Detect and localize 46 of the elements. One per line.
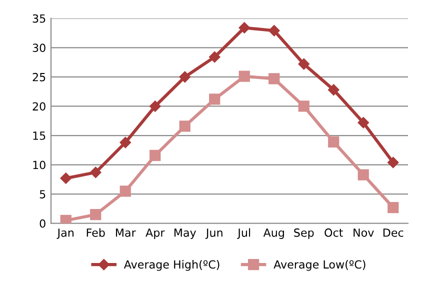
point [328, 84, 340, 96]
y-tick-label: 10 [33, 160, 46, 170]
point [60, 172, 72, 184]
point [209, 51, 220, 63]
point [120, 136, 131, 148]
x-tick-label: Oct [324, 228, 343, 237]
y-tick-label: 5 [40, 190, 46, 198]
y-tick-label: 25 [32, 72, 46, 82]
y-tick-label: 15 [33, 132, 46, 140]
x-tick-label: Jun [205, 228, 222, 239]
point [238, 22, 250, 34]
x-tick-label: Jul [237, 228, 250, 239]
x-tick-label: Feb [86, 228, 105, 237]
point [388, 156, 399, 168]
x-tick-label: Sep [294, 228, 314, 239]
x-tick-label: Apr [146, 228, 165, 239]
point [298, 58, 310, 70]
point [268, 73, 280, 84]
point [388, 202, 399, 214]
point [60, 214, 72, 224]
x-tick-label: Mar [116, 228, 136, 237]
point [209, 94, 220, 105]
point [179, 120, 190, 132]
point [238, 70, 250, 82]
point [328, 136, 340, 148]
x-tick-label: May [174, 228, 196, 239]
point [90, 209, 102, 220]
x-tick-label: Nov [354, 228, 374, 237]
point [358, 169, 369, 180]
point [298, 100, 310, 112]
y-tick-label: 0 [40, 219, 46, 228]
point [150, 150, 161, 161]
point [150, 100, 161, 112]
y-tick-label: 30 [32, 44, 46, 52]
point [179, 71, 190, 83]
point [90, 166, 102, 178]
y-tick-label: 20 [32, 102, 46, 111]
y-tick-label: 35 [32, 14, 46, 23]
x-tick-label: Dec [383, 228, 404, 237]
point [120, 186, 131, 197]
legend-label: Average Low(ºC) [274, 260, 366, 271]
legend-label: Average High(ºC) [124, 260, 220, 271]
x-tick-label: Aug [263, 228, 284, 239]
point [268, 25, 280, 36]
point [358, 117, 369, 128]
x-tick-label: Jan [56, 228, 74, 239]
